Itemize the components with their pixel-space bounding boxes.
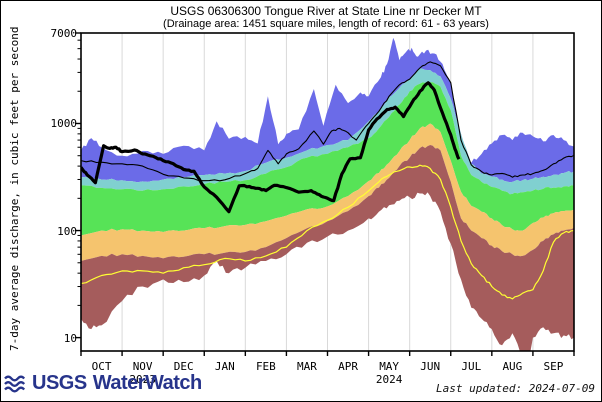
y-tick-label: 1000 — [50, 117, 78, 131]
green-band-normal — [81, 81, 574, 236]
month-label: AUG — [502, 360, 523, 373]
yellow-line — [81, 164, 574, 300]
y-tick-label: 10 — [63, 331, 77, 345]
orange-band — [81, 123, 574, 261]
maroon-band-lowest — [81, 145, 574, 351]
month-label: OCT — [91, 360, 112, 373]
month-label: SEP — [543, 360, 564, 373]
current-year-line — [81, 81, 461, 214]
cyan-band — [81, 68, 574, 195]
logo-waterwatch-text: WaterWatch — [92, 372, 203, 394]
usgs-wave-icon — [4, 375, 26, 392]
page-title: USGS 06306300 Tongue River at State Line… — [170, 4, 482, 18]
logo-usgs-text: USGS — [32, 372, 87, 394]
year-label: 2023 — [129, 373, 156, 386]
month-label: NOV — [132, 360, 153, 373]
y-tick-label: 100 — [57, 224, 77, 238]
page-subtitle: (Drainage area: 1451 square miles, lengt… — [163, 18, 489, 30]
month-label: JAN — [214, 360, 235, 373]
plot-area — [81, 33, 574, 351]
year-label: 2024 — [375, 373, 403, 386]
month-label: MAR — [297, 360, 317, 373]
blue-band-highest — [81, 37, 574, 183]
month-label: JUN — [420, 360, 441, 373]
month-label: MAY — [379, 360, 400, 373]
month-label: APR — [338, 360, 358, 373]
last-updated-text: Last updated: 2024-07-09 — [436, 382, 595, 395]
usgs-waterwatch-logo: USGS WaterWatch — [4, 372, 202, 395]
y-tick-label: 7000 — [50, 27, 78, 40]
month-label: DEC — [173, 360, 194, 373]
month-label: FEB — [255, 360, 276, 373]
month-label: JUL — [461, 360, 482, 373]
thin-black-line — [81, 61, 574, 182]
